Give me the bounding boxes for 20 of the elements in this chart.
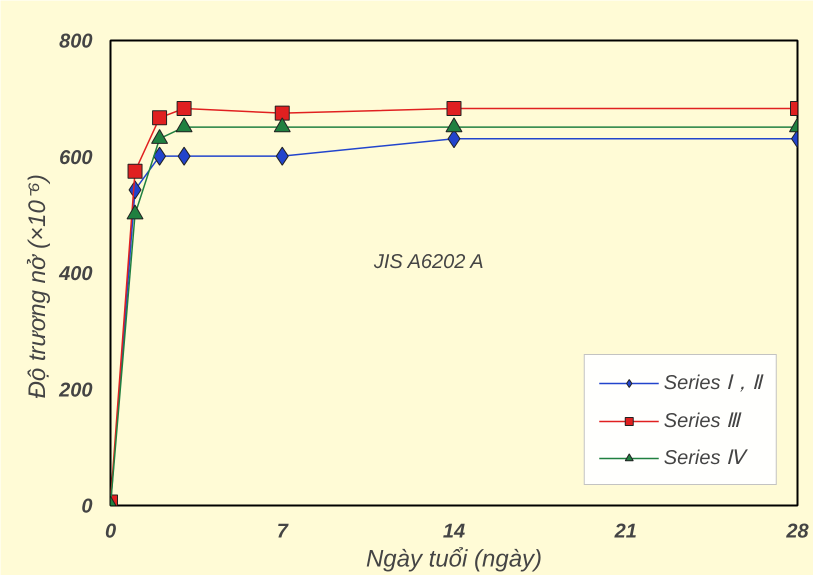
legend-label: Series Ⅰ，Ⅱ <box>664 371 762 396</box>
y-tick-label: 200 <box>58 379 93 402</box>
x-tick-label: 7 <box>276 520 289 542</box>
y-axis-title: Độ trương nở (×10⁻⁶) <box>24 174 52 398</box>
y-tick-label: 600 <box>59 146 93 169</box>
point <box>176 101 192 116</box>
x-tick-label: 0 <box>104 520 116 542</box>
legend-label: Series Ⅲ <box>664 409 740 433</box>
point <box>128 164 143 179</box>
y-tick-label: 0 <box>81 496 92 518</box>
x-tick-label: 21 <box>614 520 637 542</box>
x-tick-label: 14 <box>442 520 466 542</box>
x-tick-label: 28 <box>785 520 810 542</box>
y-tick-label: 400 <box>58 263 93 285</box>
annotation: JIS A6202 A <box>372 251 484 273</box>
point <box>446 101 462 116</box>
x-axis-title: Ngày tuổi (ngày) <box>366 546 542 572</box>
point <box>274 106 290 121</box>
point <box>152 110 168 126</box>
y-tick-label: 800 <box>59 30 93 52</box>
